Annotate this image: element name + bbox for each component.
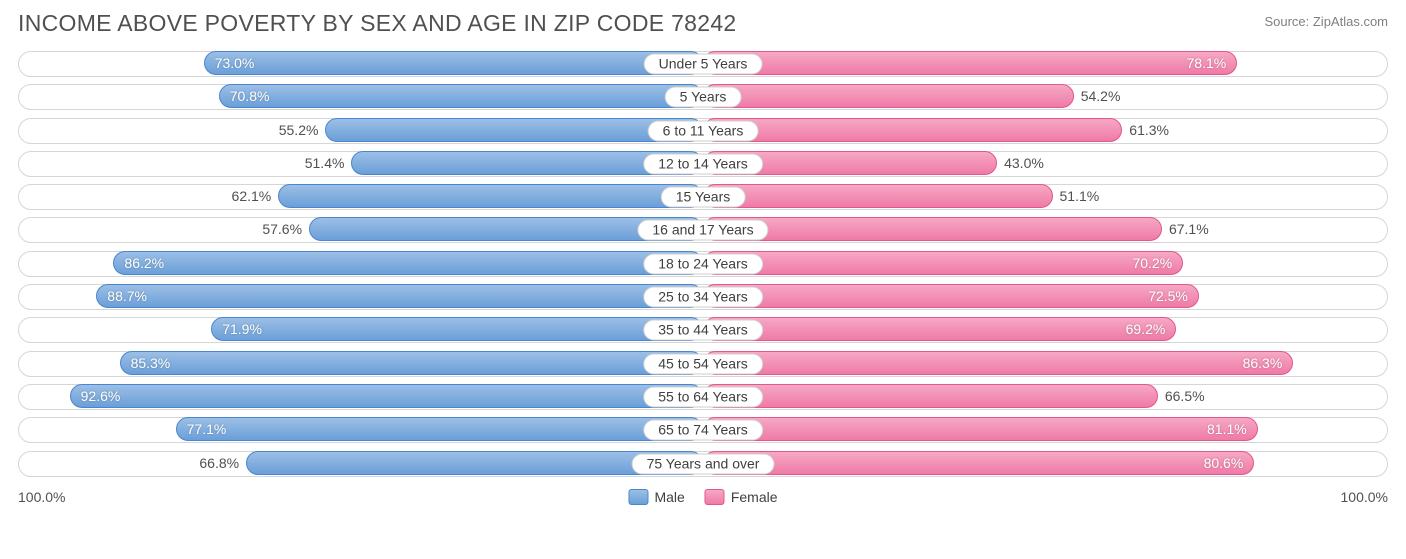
category-label: 5 Years xyxy=(665,87,742,108)
female-value: 51.1% xyxy=(1060,188,1100,204)
chart-row: 66.8% 80.6% 75 Years and over xyxy=(18,451,1388,477)
female-value: 66.5% xyxy=(1165,388,1205,404)
chart-title: INCOME ABOVE POVERTY BY SEX AND AGE IN Z… xyxy=(18,10,737,37)
male-value: 77.1% xyxy=(187,421,227,437)
male-bar: 86.2% xyxy=(113,251,703,275)
female-bar: 80.6% xyxy=(703,451,1254,475)
swatch-male-icon xyxy=(628,489,648,505)
male-value: 70.8% xyxy=(230,88,270,104)
diverging-bar-chart: 73.0%78.1%Under 5 Years70.8%54.2%5 Years… xyxy=(18,51,1388,477)
swatch-female-icon xyxy=(705,489,725,505)
category-label: 6 to 11 Years xyxy=(648,120,759,141)
female-value: 80.6% xyxy=(1204,455,1244,471)
female-bar: 72.5% xyxy=(703,284,1199,308)
male-bar: 88.7% xyxy=(96,284,703,308)
female-bar: 67.1% xyxy=(703,217,1162,241)
category-label: 15 Years xyxy=(661,187,746,208)
male-value: 86.2% xyxy=(124,255,164,271)
category-label: 35 to 44 Years xyxy=(643,320,763,341)
male-value: 55.2% xyxy=(279,122,319,138)
chart-row: 55.2%61.3%6 to 11 Years xyxy=(18,118,1388,144)
male-bar: 55.2% xyxy=(325,118,703,142)
category-label: 45 to 54 Years xyxy=(643,353,763,374)
source-attribution: Source: ZipAtlas.com xyxy=(1264,14,1388,29)
male-value: 92.6% xyxy=(81,388,121,404)
male-value: 66.8% xyxy=(199,455,239,471)
chart-row: 77.1% 81.1% 65 to 74 Years xyxy=(18,417,1388,443)
male-bar: 92.6% xyxy=(70,384,703,408)
female-value: 72.5% xyxy=(1148,288,1188,304)
female-bar: 61.3% xyxy=(703,118,1122,142)
chart-row: 88.7% 72.5% 25 to 34 Years xyxy=(18,284,1388,310)
female-value: 69.2% xyxy=(1126,321,1166,337)
legend-item-male: Male xyxy=(628,489,684,505)
female-bar: 81.1% xyxy=(703,417,1258,441)
category-label: 25 to 34 Years xyxy=(643,287,763,308)
legend-label-male: Male xyxy=(654,489,684,505)
female-bar: 66.5% xyxy=(703,384,1158,408)
chart-row: 86.2% 70.2% 18 to 24 Years xyxy=(18,251,1388,277)
female-value: 70.2% xyxy=(1132,255,1172,271)
male-bar: 70.8% xyxy=(219,84,703,108)
female-bar: 78.1% xyxy=(703,51,1237,75)
female-bar: 51.1% xyxy=(703,184,1053,208)
female-value: 61.3% xyxy=(1129,122,1169,138)
chart-row: 92.6%66.5%55 to 64 Years xyxy=(18,384,1388,410)
male-value: 51.4% xyxy=(305,155,345,171)
male-value: 85.3% xyxy=(131,355,171,371)
male-bar: 71.9% xyxy=(211,317,703,341)
female-bar: 69.2% xyxy=(703,317,1176,341)
axis-max-left: 100.0% xyxy=(18,489,65,505)
axis-max-right: 100.0% xyxy=(1341,489,1388,505)
chart-row: 57.6%67.1%16 and 17 Years xyxy=(18,217,1388,243)
female-bar: 54.2% xyxy=(703,84,1074,108)
male-bar: 62.1% xyxy=(278,184,703,208)
male-value: 71.9% xyxy=(222,321,262,337)
category-label: 65 to 74 Years xyxy=(643,420,763,441)
legend-item-female: Female xyxy=(705,489,778,505)
female-value: 86.3% xyxy=(1243,355,1283,371)
female-value: 54.2% xyxy=(1081,88,1121,104)
chart-row: 73.0% 78.1% Under 5 Years xyxy=(18,51,1388,77)
chart-row: 85.3% 86.3% 45 to 54 Years xyxy=(18,351,1388,377)
male-bar: 77.1% xyxy=(176,417,703,441)
male-value: 73.0% xyxy=(215,55,255,71)
category-label: 75 Years and over xyxy=(632,453,775,474)
male-value: 57.6% xyxy=(262,221,302,237)
legend-label-female: Female xyxy=(731,489,778,505)
category-label: 55 to 64 Years xyxy=(643,386,763,407)
chart-row: 70.8%54.2%5 Years xyxy=(18,84,1388,110)
chart-row: 62.1%51.1%15 Years xyxy=(18,184,1388,210)
category-label: 16 and 17 Years xyxy=(637,220,768,241)
category-label: 18 to 24 Years xyxy=(643,253,763,274)
header: INCOME ABOVE POVERTY BY SEX AND AGE IN Z… xyxy=(18,10,1388,37)
legend: Male Female xyxy=(628,489,777,505)
male-bar: 85.3% xyxy=(120,351,703,375)
male-value: 62.1% xyxy=(232,188,272,204)
male-bar: 73.0% xyxy=(204,51,703,75)
chart-row: 71.9% 69.2% 35 to 44 Years xyxy=(18,317,1388,343)
chart-row: 51.4% 43.0% 12 to 14 Years xyxy=(18,151,1388,177)
female-bar: 86.3% xyxy=(703,351,1293,375)
male-value: 88.7% xyxy=(107,288,147,304)
female-value: 67.1% xyxy=(1169,221,1209,237)
female-value: 81.1% xyxy=(1207,421,1247,437)
chart-footer: 100.0% Male Female 100.0% xyxy=(18,484,1388,510)
category-label: 12 to 14 Years xyxy=(643,153,763,174)
female-bar: 70.2% xyxy=(703,251,1183,275)
female-value: 43.0% xyxy=(1004,155,1044,171)
category-label: Under 5 Years xyxy=(644,54,763,75)
female-value: 78.1% xyxy=(1187,55,1227,71)
